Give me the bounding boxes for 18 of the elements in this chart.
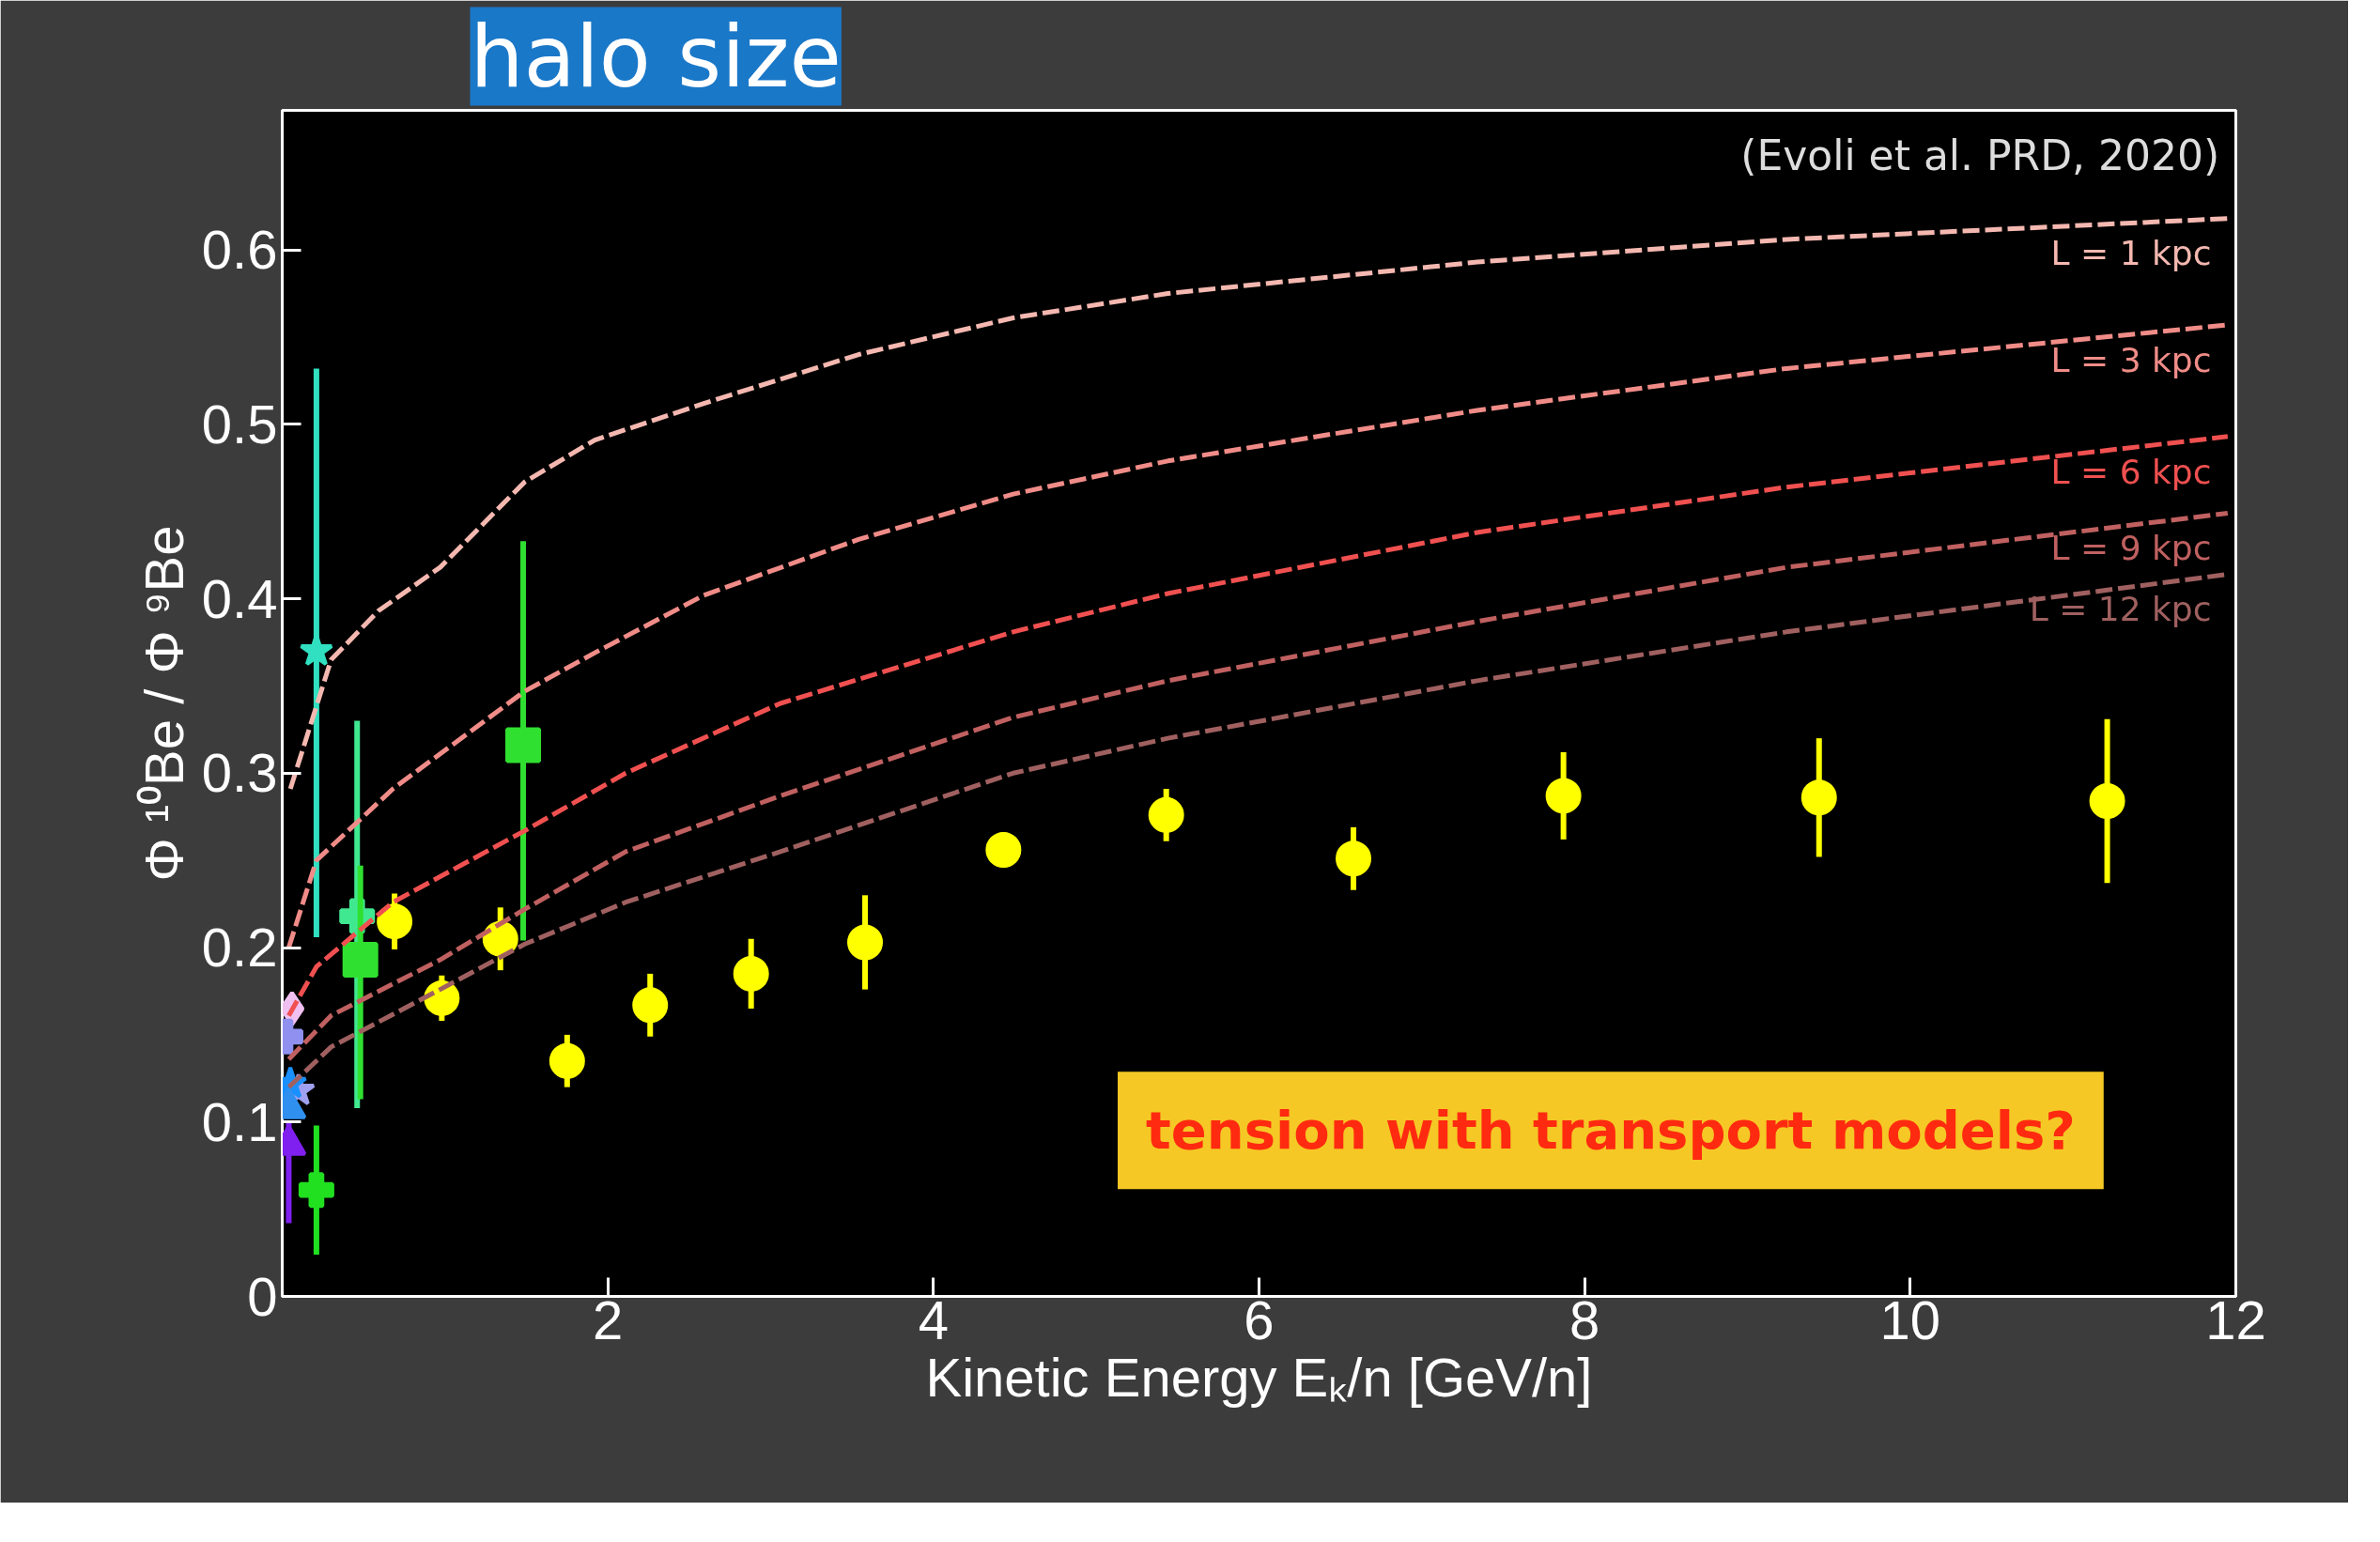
annotation: tension with transport models? <box>1146 1100 2076 1162</box>
series-label: L = 6 kpc <box>2050 452 2212 491</box>
y-axis-title: Φ ¹⁰Be / Φ ⁹Be <box>132 525 194 882</box>
y-tick-label: 0.3 <box>201 742 278 804</box>
chart-title: halo size <box>470 7 842 106</box>
y-tick-label: 0.6 <box>201 219 278 281</box>
y-tick-label: 0.2 <box>201 917 278 979</box>
series-label: L = 3 kpc <box>2050 340 2212 379</box>
annotation: (Evoli et al. PRD, 2020) <box>1740 131 2220 179</box>
y-tick-label: 0.4 <box>201 567 278 629</box>
series-label: L = 9 kpc <box>2050 529 2212 568</box>
y-tick-label: 0.1 <box>201 1090 278 1152</box>
y-tick-label: 0.5 <box>201 393 278 455</box>
x-tick-label: 2 <box>593 1288 624 1350</box>
x-tick-label: 12 <box>2205 1288 2266 1350</box>
x-tick-label: 10 <box>1879 1288 1941 1350</box>
series-label: L = 1 kpc <box>2050 234 2212 273</box>
y-tick-label: 0 <box>247 1265 278 1327</box>
